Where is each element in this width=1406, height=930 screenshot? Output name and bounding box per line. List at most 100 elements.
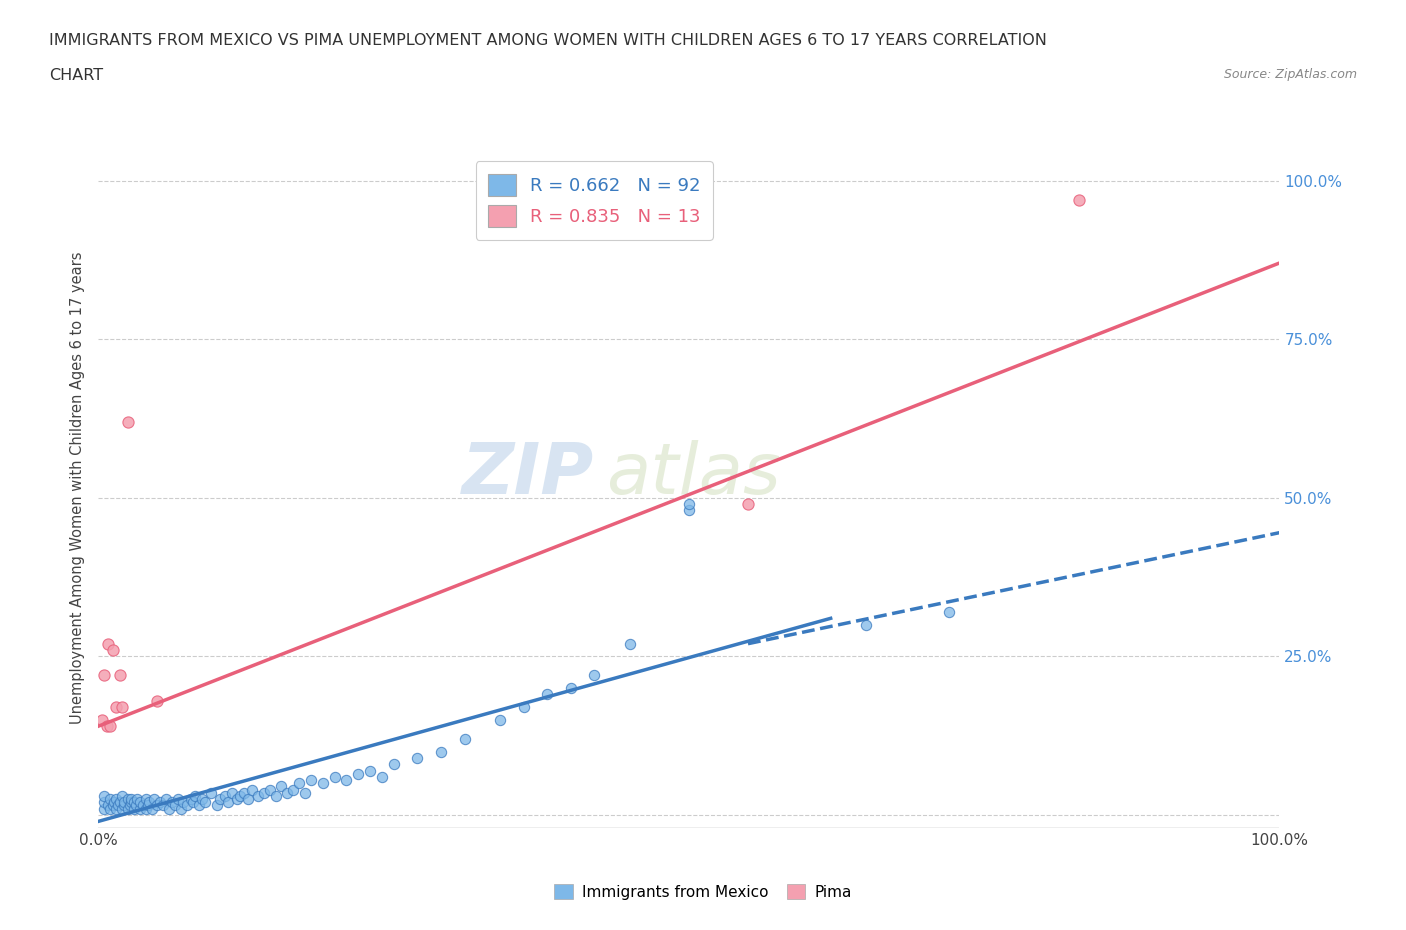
Point — [209, 791, 232, 806]
Point — [108, 795, 131, 810]
Point — [121, 791, 143, 806]
Point — [181, 795, 204, 810]
Point — [335, 773, 357, 788]
Point — [238, 791, 260, 806]
Point — [200, 785, 222, 800]
Point — [536, 687, 558, 702]
Point — [135, 802, 157, 817]
Point — [270, 779, 292, 794]
Point — [111, 802, 134, 817]
Point — [347, 766, 370, 781]
Text: IMMIGRANTS FROM MEXICO VS PIMA UNEMPLOYMENT AMONG WOMEN WITH CHILDREN AGES 6 TO : IMMIGRANTS FROM MEXICO VS PIMA UNEMPLOYM… — [49, 33, 1047, 47]
Point — [157, 802, 180, 817]
Point — [111, 699, 134, 714]
Point — [288, 776, 311, 790]
Point — [253, 785, 276, 800]
Text: CHART: CHART — [49, 68, 103, 83]
Point — [120, 798, 142, 813]
Point — [125, 798, 148, 813]
Point — [138, 795, 160, 810]
Point — [371, 769, 394, 784]
Point — [187, 798, 209, 813]
Point — [101, 643, 124, 658]
Point — [121, 795, 143, 810]
Point — [264, 789, 287, 804]
Point — [117, 802, 139, 817]
Legend: Immigrants from Mexico, Pima: Immigrants from Mexico, Pima — [548, 877, 858, 906]
Point — [737, 497, 759, 512]
Point — [232, 785, 254, 800]
Point — [276, 785, 298, 800]
Point — [194, 795, 217, 810]
Point — [165, 798, 187, 813]
Point — [97, 636, 120, 651]
Point — [112, 795, 135, 810]
Point — [155, 791, 177, 806]
Point — [93, 802, 115, 817]
Text: atlas: atlas — [606, 440, 780, 509]
Point — [294, 785, 316, 800]
Point — [225, 791, 247, 806]
Point — [172, 795, 194, 810]
Text: ZIP: ZIP — [463, 440, 595, 509]
Point — [938, 604, 960, 619]
Point — [105, 699, 128, 714]
Point — [146, 694, 169, 709]
Point — [146, 798, 169, 813]
Point — [122, 795, 145, 810]
Point — [108, 668, 131, 683]
Point — [166, 791, 188, 806]
Point — [217, 795, 239, 810]
Point — [214, 789, 236, 804]
Point — [93, 795, 115, 810]
Point — [122, 802, 145, 817]
Point — [170, 802, 193, 817]
Point — [160, 795, 183, 810]
Point — [205, 798, 228, 813]
Point — [91, 712, 114, 727]
Point — [180, 791, 202, 806]
Point — [453, 731, 475, 746]
Point — [619, 636, 641, 651]
Point — [221, 785, 243, 800]
Point — [96, 719, 118, 734]
Point — [93, 789, 115, 804]
Point — [117, 791, 139, 806]
Point — [184, 789, 207, 804]
Point — [105, 791, 128, 806]
Point — [176, 798, 198, 813]
Point — [259, 782, 281, 797]
Point — [560, 681, 582, 696]
Point — [855, 618, 877, 632]
Point — [229, 789, 252, 804]
Point — [111, 789, 134, 804]
Point — [101, 798, 124, 813]
Text: Source: ZipAtlas.com: Source: ZipAtlas.com — [1223, 68, 1357, 81]
Point — [142, 791, 165, 806]
Point — [312, 776, 335, 790]
Point — [132, 798, 155, 813]
Point — [240, 782, 263, 797]
Point — [1067, 193, 1090, 207]
Point — [678, 503, 700, 518]
Point — [323, 769, 346, 784]
Legend: R = 0.662   N = 92, R = 0.835   N = 13: R = 0.662 N = 92, R = 0.835 N = 13 — [475, 161, 713, 240]
Point — [152, 798, 174, 813]
Point — [382, 757, 405, 772]
Point — [128, 802, 150, 817]
Point — [135, 791, 157, 806]
Point — [149, 795, 172, 810]
Point — [97, 798, 120, 813]
Point — [141, 802, 163, 817]
Y-axis label: Unemployment Among Women with Children Ages 6 to 17 years: Unemployment Among Women with Children A… — [70, 252, 86, 724]
Point — [117, 414, 139, 429]
Point — [93, 668, 115, 683]
Point — [98, 802, 121, 817]
Point — [136, 798, 159, 813]
Point — [128, 795, 150, 810]
Point — [98, 719, 121, 734]
Point — [105, 802, 128, 817]
Point — [678, 497, 700, 512]
Point — [489, 712, 512, 727]
Point — [512, 699, 534, 714]
